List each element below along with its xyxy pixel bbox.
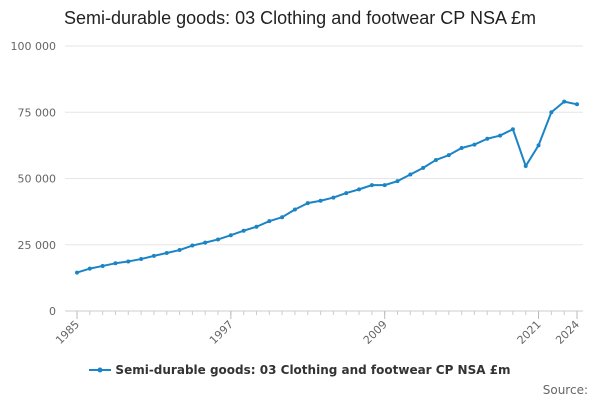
data-point (87, 266, 92, 271)
chart-title: Semi-durable goods: 03 Clothing and foot… (64, 8, 536, 28)
source-label: Source: (542, 383, 588, 397)
y-tick-label: 75 000 (18, 106, 57, 119)
axes: 0 25 000 50 000 75 000 100 000 1985 1997 2009 20… (11, 40, 583, 347)
data-point (523, 164, 528, 169)
data-point (216, 237, 221, 242)
data-point (446, 153, 451, 158)
series-line (76, 100, 578, 274)
legend-swatch (89, 367, 112, 373)
data-point (395, 179, 400, 184)
data-point (318, 198, 323, 203)
data-point (139, 257, 144, 262)
data-point (562, 99, 567, 104)
y-tick-label: 50 000 (18, 173, 57, 186)
data-point (151, 253, 156, 258)
data-point (190, 243, 195, 248)
series-layer (75, 99, 579, 275)
data-point (369, 183, 374, 188)
data-point (459, 146, 464, 151)
data-point (510, 127, 515, 132)
x-tick-label: 2021 (515, 318, 544, 347)
x-tick-label: 2024 (553, 318, 582, 347)
y-tick-label: 25 000 (18, 239, 57, 252)
legend: Semi-durable goods: 03 Clothing and foot… (0, 363, 600, 377)
data-point (536, 143, 541, 148)
grid-lines (65, 45, 583, 312)
x-tick-label: 1997 (207, 318, 236, 347)
data-point (164, 250, 169, 255)
data-point (485, 136, 490, 141)
x-tick-label: 1985 (53, 318, 82, 347)
data-point (280, 215, 285, 220)
data-point (305, 201, 310, 206)
data-point (421, 165, 426, 170)
y-tick-label: 0 (49, 305, 56, 318)
data-point (113, 261, 118, 266)
data-point (100, 263, 105, 268)
data-point (254, 224, 259, 229)
data-point (344, 191, 349, 196)
data-point (292, 207, 297, 212)
y-tick-label: 100 000 (11, 40, 57, 53)
data-point (177, 248, 182, 253)
data-point (498, 133, 503, 138)
data-point (408, 172, 413, 177)
x-tick-label: 2009 (361, 318, 390, 347)
data-point (228, 233, 233, 238)
data-point (267, 219, 272, 224)
data-point (433, 157, 438, 162)
data-point (241, 228, 246, 233)
data-point (549, 110, 554, 115)
data-point (126, 259, 131, 264)
data-point (382, 183, 387, 188)
data-point (575, 102, 579, 107)
data-point (357, 187, 362, 192)
data-point (331, 195, 336, 200)
data-point (203, 240, 208, 245)
data-point (472, 142, 477, 147)
legend-label: Semi-durable goods: 03 Clothing and foot… (115, 363, 511, 377)
data-point (75, 270, 79, 275)
